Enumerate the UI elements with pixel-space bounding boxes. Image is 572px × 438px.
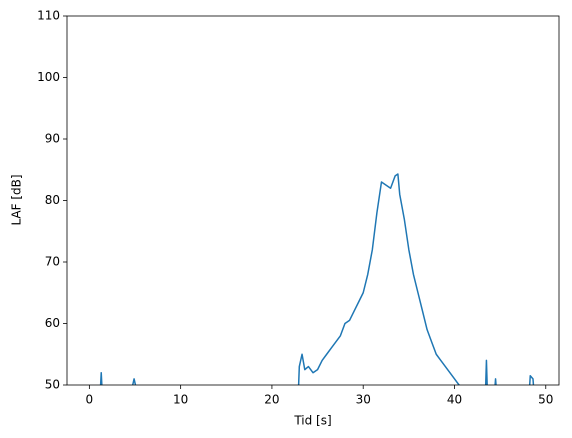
x-axis-label: Tid [s] <box>293 414 331 428</box>
x-tick-label: 50 <box>538 393 553 407</box>
plot-frame <box>66 15 560 386</box>
y-tick-label: 70 <box>45 255 60 269</box>
x-tick-label: 40 <box>447 393 462 407</box>
y-tick-label: 90 <box>45 132 60 146</box>
x-tick-label: 0 <box>86 393 94 407</box>
y-tick-label: 100 <box>37 70 60 84</box>
data-line <box>99 173 535 385</box>
x-tick-label: 20 <box>264 393 279 407</box>
y-tick-label: 60 <box>45 316 60 330</box>
y-axis-label: LAF [dB] <box>10 174 24 225</box>
x-tick-label: 10 <box>173 393 188 407</box>
y-tick-label: 80 <box>45 193 60 207</box>
y-tick-label: 50 <box>45 378 60 392</box>
y-tick-label: 110 <box>37 9 60 23</box>
x-tick-label: 30 <box>356 393 371 407</box>
